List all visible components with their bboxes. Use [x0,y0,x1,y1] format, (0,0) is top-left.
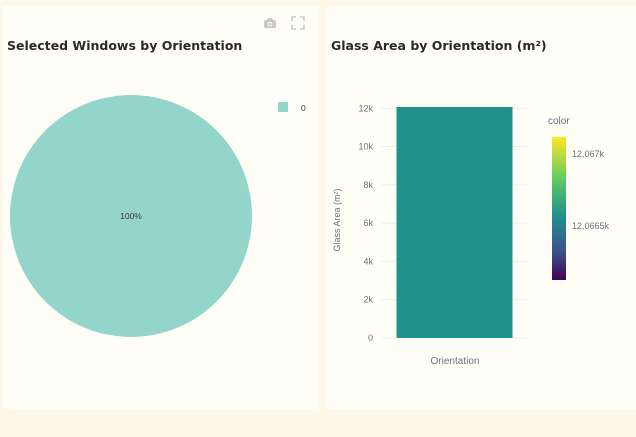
bar-chart-title: Glass Area by Orientation (m²) [331,38,547,53]
y-tick-label: 12k [358,103,373,113]
pie-slice-0[interactable] [10,95,252,337]
y-tick-label: 8k [363,180,373,190]
colorbar-gradient [552,137,566,280]
bar-plot: 0 2k 4k 6k 8k 10k 12k Glass Area (m²) Orientat… [332,103,610,367]
colorbar-title: color [548,116,570,127]
y-tick-label: 0 [368,333,373,343]
y-tick-label: 4k [363,256,373,266]
colorbar-tick-1: 12.0665k [572,221,610,231]
legend-label-0: 0 [301,103,306,113]
colorbar-tick-0: 12.067k [572,149,605,159]
pie-chart-title: Selected Windows by Orientation [7,38,243,53]
legend-swatch-0[interactable] [278,102,288,112]
colorbar: color 12.067k 12.0665k [548,116,610,280]
pie-chart-panel: Selected Windows by Orientation 100% 0 [3,6,318,409]
y-tick-label: 6k [363,218,373,228]
pie-slice-label-0: 100% [120,211,142,221]
pie-legend: 0 [278,102,306,113]
fullscreen-icon[interactable] [291,16,305,30]
y-tick-label: 10k [358,142,373,152]
y-tick-label: 2k [363,295,373,305]
bar-chart-panel: Glass Area by Orientation (m²) 0 2k 4k 6k 8k… [327,6,636,409]
x-axis-title: Orientation [431,356,480,367]
pie-plot: 100% 0 [10,95,306,337]
bar-orientation[interactable] [396,107,513,338]
y-axis-title: Glass Area (m²) [332,188,342,251]
camera-icon[interactable] [263,16,277,30]
